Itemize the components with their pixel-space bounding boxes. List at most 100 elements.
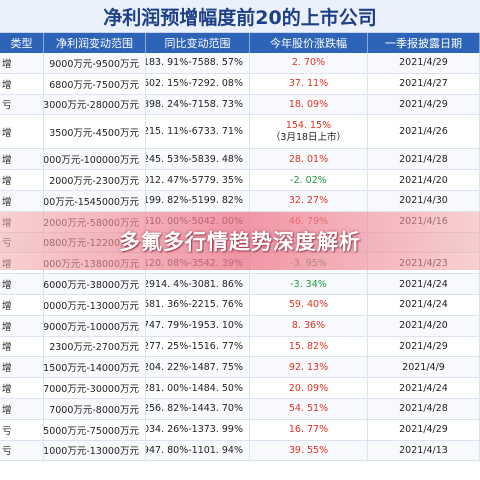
cell-type: 增: [0, 274, 44, 294]
cell-price-change: 39. 55%: [250, 440, 368, 461]
cell-report-date: 2021/4/29: [368, 94, 480, 115]
cell-profit-range: 6800万元-7500万元: [44, 73, 146, 94]
cell-report-date: 2021/4/24: [368, 274, 480, 294]
cell-profit-range: 3500万元-4500万元: [44, 115, 146, 149]
cell-yoy-range: 2914. 4%-3081. 86%: [146, 274, 250, 294]
cell-price-change: 32. 27%: [250, 190, 368, 211]
cell-report-date: 2021/4/26: [368, 115, 480, 149]
cell-report-date: 2021/4/9: [368, 357, 480, 378]
cell-price-change: -2. 02%: [250, 170, 368, 190]
table-row: 亏 11000万元-13000万元 947. 80%-1101. 94% 39. 55…: [0, 440, 480, 462]
cell-type: 增: [0, 398, 44, 419]
cell-profit-range: 9000万元-10000万元: [44, 315, 146, 336]
cell-yoy-range: 6602. 15%-7292. 08%: [146, 73, 250, 94]
cell-price-change: 54. 51%: [250, 398, 368, 419]
cell-type: 亏: [0, 94, 44, 115]
table-row: 增 6800万元-7500万元 6602. 15%-7292. 08% 37. 11%…: [0, 73, 480, 95]
table-body: 增 9000万元-9500万元 7183. 91%-7588. 57% 2. 70% 2…: [0, 53, 480, 462]
data-table: 类型 净利润变动范围 同比变动范围 今年股价涨跌幅 一季报披露日期 增 9000万…: [0, 33, 480, 462]
cell-price-change: 18. 09%: [250, 94, 368, 115]
cell-report-date: 2021/4/29: [368, 336, 480, 357]
cell-yoy-range: 1747. 79%-1953. 10%: [146, 315, 250, 336]
cell-report-date: 2021/4/20: [368, 315, 480, 336]
cell-type: 增: [0, 315, 44, 336]
cell-type: 增: [0, 190, 44, 211]
cell-profit-range: 90000万元-100000万元: [44, 149, 146, 170]
banner-text: 多氟多行情趋势深度解析: [119, 230, 361, 254]
cell-price-change: 8. 36%: [250, 315, 368, 336]
cell-type: 亏: [0, 440, 44, 461]
cell-price-change: 37. 11%: [250, 73, 368, 94]
cell-price-change: 2. 70%: [250, 53, 368, 73]
cell-type: 增: [0, 53, 44, 73]
cell-type: 增: [0, 357, 44, 378]
table-header: 类型 净利润变动范围 同比变动范围 今年股价涨跌幅 一季报披露日期: [0, 33, 480, 53]
cell-profit-range: 11000万元-13000万元: [44, 440, 146, 461]
table-row: 亏 23000万元-28000万元 5898. 24%-7158. 73% 18. 0…: [0, 94, 480, 116]
table-row: 增 3500万元-4500万元 5215. 11%-6733. 71% 154. 15…: [0, 115, 480, 150]
cell-profit-range: 2300万元-2700万元: [44, 336, 146, 357]
cell-report-date: 2021/4/29: [368, 53, 480, 73]
header-type: 类型: [0, 33, 44, 53]
cell-yoy-range: 1034. 26%-1373. 99%: [146, 419, 250, 440]
cell-yoy-range: 7183. 91%-7588. 57%: [146, 53, 250, 73]
cell-yoy-range: 5012. 47%-5779. 35%: [146, 170, 250, 190]
cell-price-change: 154. 15% （3月18日上市）: [250, 115, 368, 149]
header-profit-range: 净利润变动范围: [44, 33, 146, 53]
table-row: 增 7000万元-8000万元 1256. 82%-1443. 70% 54. 51%…: [0, 398, 480, 420]
cell-yoy-range: 1681. 36%-2215. 76%: [146, 294, 250, 315]
cell-yoy-range: 1256. 82%-1443. 70%: [146, 398, 250, 419]
table-row: 增 2300万元-2700万元 277. 25%-1516. 77% 15. 82% 2…: [0, 336, 480, 358]
table-row: 增 9000万元-9500万元 7183. 91%-7588. 57% 2. 70% 2…: [0, 53, 480, 74]
price-change-note: （3月18日上市）: [270, 131, 347, 143]
cell-price-change: 59. 40%: [250, 294, 368, 315]
cell-profit-range: 2000万元-2300万元: [44, 170, 146, 190]
cell-yoy-range: 277. 25%-1516. 77%: [146, 336, 250, 357]
header-yoy-range: 同比变动范围: [146, 33, 250, 53]
cell-profit-range: 27000万元-30000万元: [44, 378, 146, 398]
header-report-date: 一季报披露日期: [368, 33, 480, 53]
cell-yoy-range: 5245. 53%-5839. 48%: [146, 149, 250, 170]
cell-type: 增: [0, 294, 44, 315]
price-change-value: 154. 15%: [285, 119, 332, 131]
cell-type: 增: [0, 378, 44, 398]
cell-profit-range: 23000万元-28000万元: [44, 94, 146, 115]
cell-price-change: 16. 77%: [250, 419, 368, 440]
cell-type: 增: [0, 336, 44, 357]
cell-report-date: 2021/4/27: [368, 73, 480, 94]
cell-yoy-range: 5898. 24%-7158. 73%: [146, 94, 250, 115]
cell-price-change: 15. 82%: [250, 336, 368, 357]
cell-report-date: 2021/4/30: [368, 190, 480, 211]
cell-price-change: -3. 34%: [250, 274, 368, 294]
cell-report-date: 2021/4/28: [368, 398, 480, 419]
table-row: 增 11500万元-14000万元 1204. 22%-1487. 75% 92. 1…: [0, 357, 480, 379]
cell-type: 增: [0, 170, 44, 190]
cell-type: 增: [0, 73, 44, 94]
table-row: 亏 55000万元-75000万元 1034. 26%-1373. 99% 16. 7…: [0, 419, 480, 441]
cell-type: 增: [0, 149, 44, 170]
cell-report-date: 2021/4/24: [368, 294, 480, 315]
cell-price-change: 20. 09%: [250, 378, 368, 398]
cell-report-date: 2021/4/29: [368, 419, 480, 440]
cell-profit-range: 7000万元-8000万元: [44, 398, 146, 419]
cell-type: 亏: [0, 419, 44, 440]
table-row: 增 9000万元-10000万元 1747. 79%-1953. 10% 8. 36%…: [0, 315, 480, 337]
header-price-change: 今年股价涨跌幅: [250, 33, 368, 53]
cell-price-change: 92. 13%: [250, 357, 368, 378]
table-row: 增 2000万元-2300万元 5012. 47%-5779. 35% -2. 02%…: [0, 170, 480, 191]
table-row: 增 27000万元-30000万元 1281. 00%-1484. 50% 20. 0…: [0, 378, 480, 399]
table-row: 增 36000万元-38000万元 2914. 4%-3081. 86% -3. 34…: [0, 274, 480, 295]
cell-report-date: 2021/4/13: [368, 440, 480, 461]
cell-yoy-range: 1204. 22%-1487. 75%: [146, 357, 250, 378]
cell-profit-range: 55000万元-75000万元: [44, 419, 146, 440]
table-row: 增 10000万元-13000万元 1681. 36%-2215. 76% 59. 4…: [0, 294, 480, 316]
cell-report-date: 2021/4/28: [368, 149, 480, 170]
cell-report-date: 2021/4/24: [368, 378, 480, 398]
cell-yoy-range: 947. 80%-1101. 94%: [146, 440, 250, 461]
cell-price-change: 28. 01%: [250, 149, 368, 170]
cell-profit-range: 1545000万元-1545000万元: [44, 190, 146, 211]
cell-yoy-range: 1281. 00%-1484. 50%: [146, 378, 250, 398]
overlay-banner: 多氟多行情趋势深度解析: [0, 212, 480, 270]
